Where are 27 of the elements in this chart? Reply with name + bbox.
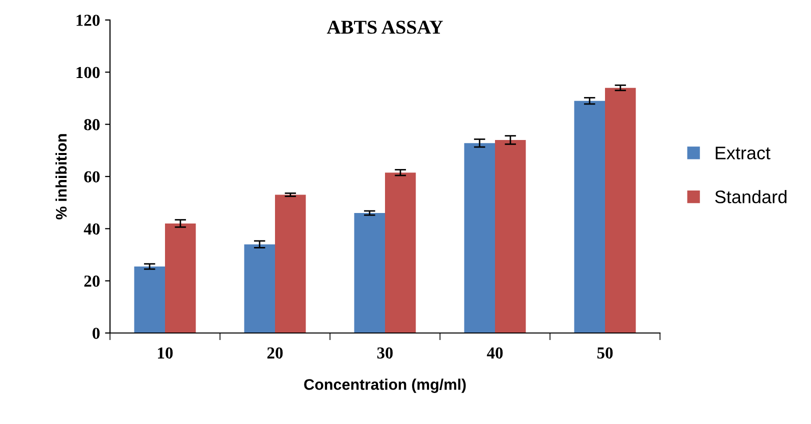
legend-label: Extract xyxy=(716,146,770,160)
legend-label: Standard xyxy=(715,190,786,204)
x-tick-label: 50 xyxy=(597,347,613,359)
chart-title: ABTS ASSAY xyxy=(326,20,443,34)
bar xyxy=(464,143,495,333)
y-axis-title: % inhibition xyxy=(55,134,67,220)
x-axis-title: Concentration (mg/ml) xyxy=(304,378,466,393)
bar xyxy=(605,88,636,333)
bar xyxy=(244,244,275,333)
x-tick-label: 40 xyxy=(486,347,503,359)
x-tick-label: 10 xyxy=(158,347,173,359)
bar xyxy=(275,194,306,333)
bar xyxy=(165,223,196,333)
y-tick-label: 100 xyxy=(76,66,100,78)
y-tick-label: 40 xyxy=(84,223,100,235)
y-tick-label: 0 xyxy=(92,328,100,339)
y-tick-label: 80 xyxy=(84,119,100,130)
bar xyxy=(134,266,165,333)
bar xyxy=(495,140,526,333)
y-tick-label: 20 xyxy=(84,276,100,287)
bar xyxy=(385,172,416,333)
x-tick-label: 20 xyxy=(267,347,283,359)
bar xyxy=(354,213,385,333)
bar xyxy=(574,100,605,333)
x-tick-label: 30 xyxy=(377,347,393,359)
y-tick-label: 60 xyxy=(84,171,100,182)
y-tick-label: 120 xyxy=(76,14,100,26)
